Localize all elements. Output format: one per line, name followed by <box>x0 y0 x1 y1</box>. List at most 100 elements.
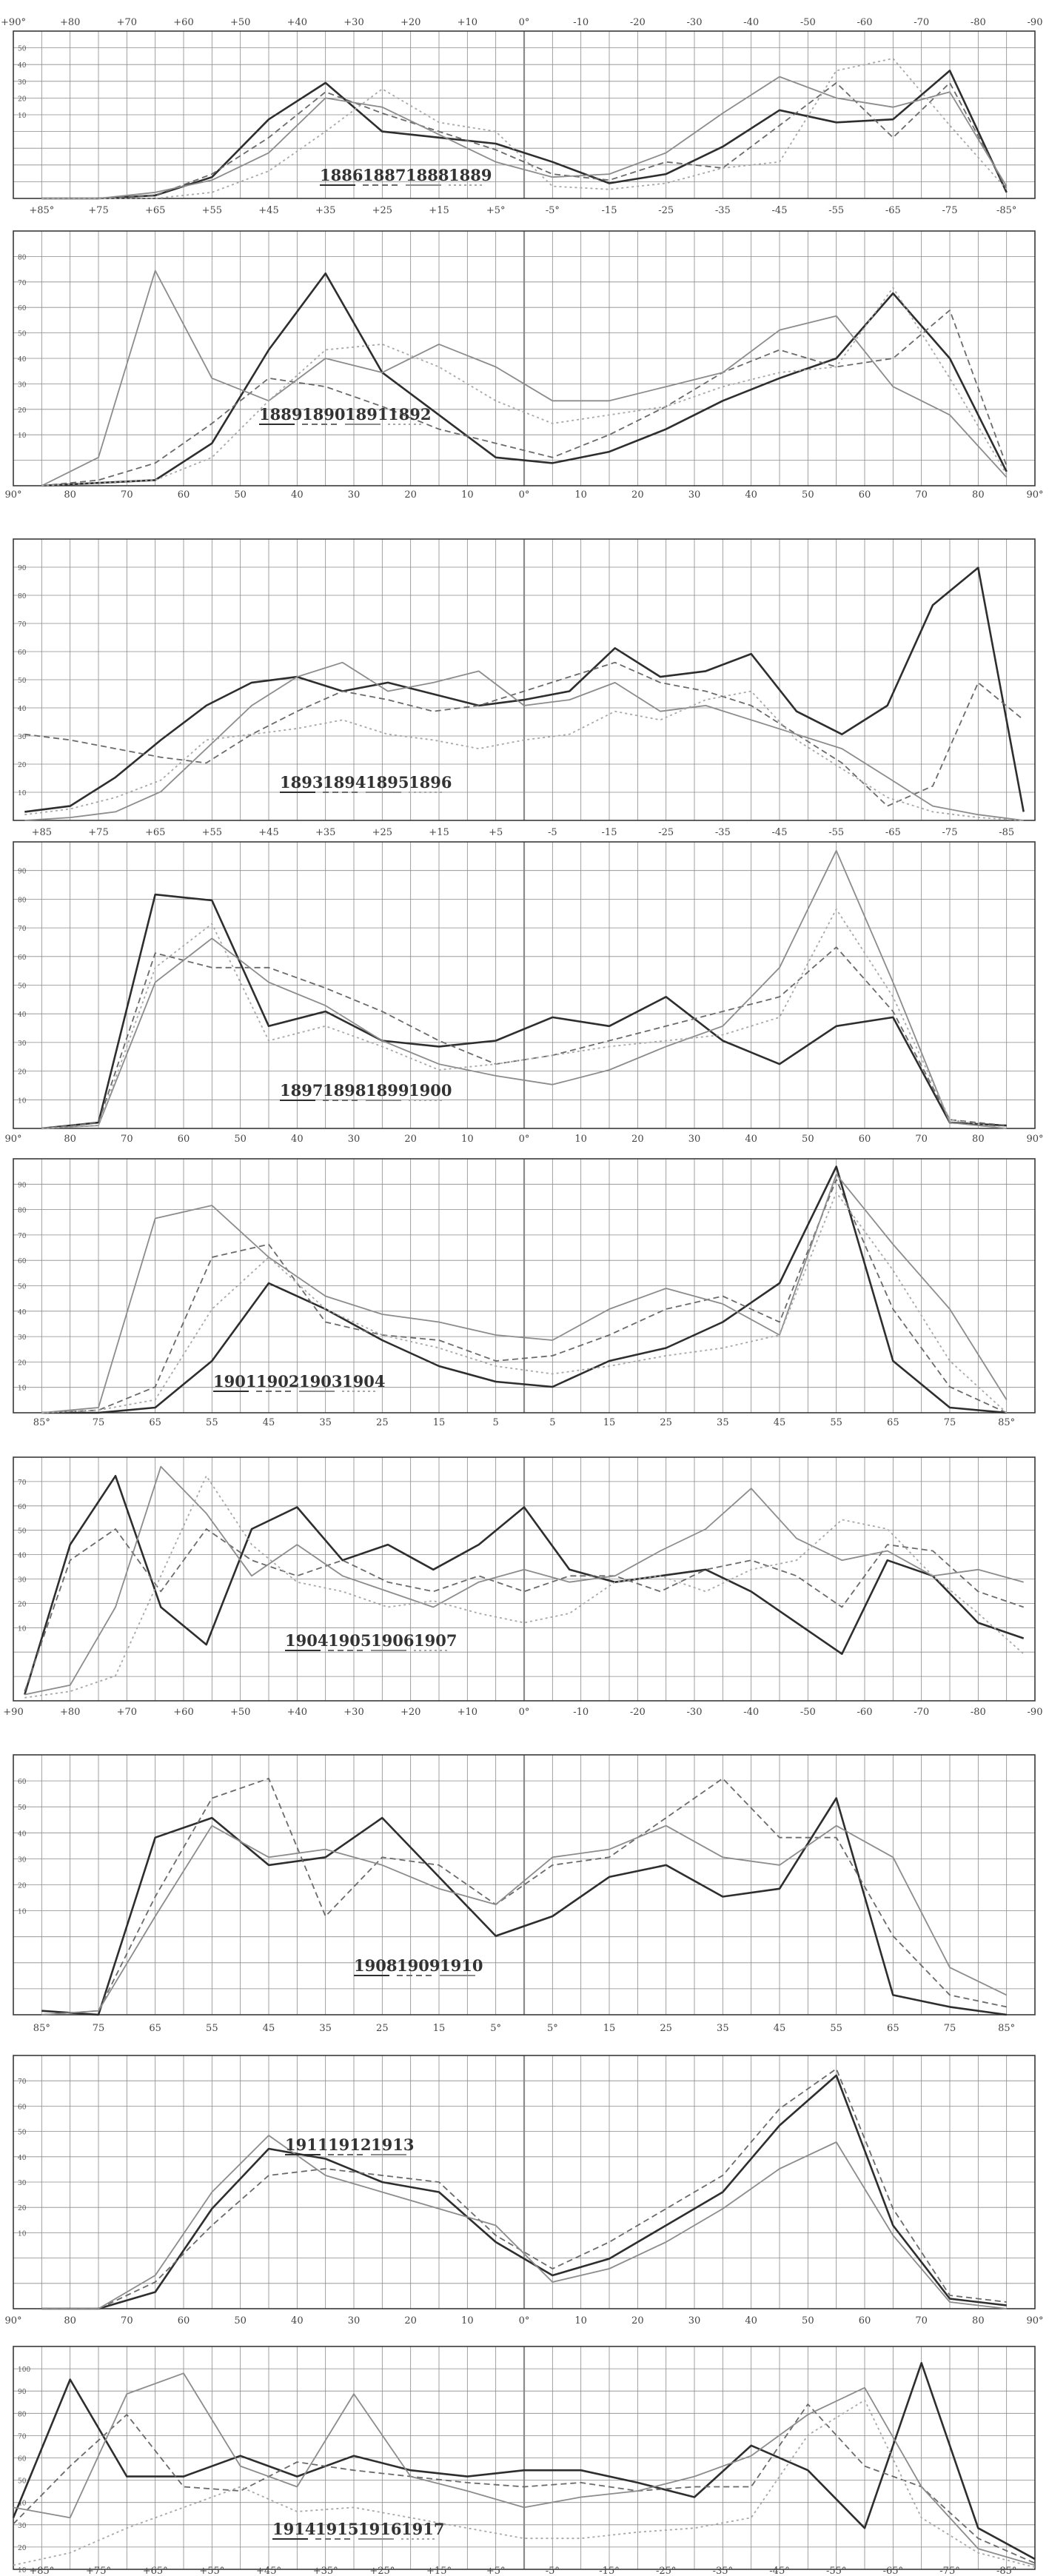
series-line-1893 <box>24 566 1025 813</box>
x-tick-label: +35 <box>315 827 335 838</box>
x-tick-label: 30 <box>348 2315 361 2326</box>
x-tick-label: 20 <box>404 1134 417 1145</box>
x-tick-label: +65 <box>145 827 165 838</box>
year-label-1911: 1911 <box>285 2135 328 2154</box>
x-tick-label: -15 <box>602 827 617 838</box>
x-tick-label: 85° <box>33 1417 50 1428</box>
y-tick-label: 40 <box>18 706 27 713</box>
x-tick-label: 10 <box>574 2315 587 2326</box>
x-tick-label: 50 <box>234 1134 247 1145</box>
x-tick-label: 55 <box>206 2023 218 2034</box>
x-tick-label: 45 <box>774 2023 786 2034</box>
panel-frame <box>13 230 1036 486</box>
year-label-1896: 1896 <box>409 773 452 792</box>
y-tick-label: 80 <box>18 2411 27 2418</box>
y-tick-label: 20 <box>18 1601 27 1608</box>
x-tick-label: 0° <box>519 1707 530 1718</box>
panel-frame <box>13 1456 1036 1702</box>
y-tick-label: 40 <box>18 2500 27 2508</box>
series-line-1890 <box>41 310 1008 486</box>
x-tick-label: 10 <box>461 2315 474 2326</box>
y-tick-label: 60 <box>18 954 27 962</box>
y-tick-label: 40 <box>18 1309 27 1317</box>
year-label-1895: 1895 <box>366 773 409 792</box>
year-label-1888: 1888 <box>406 166 449 184</box>
x-tick-label: -90 <box>1028 1707 1043 1718</box>
year-label-1890: 1890 <box>302 405 345 424</box>
y-tick-label: 50 <box>18 331 27 338</box>
panel-frame <box>13 1754 1036 2015</box>
x-tick-label: +5 <box>489 827 503 838</box>
x-tick-label: +85° <box>29 2566 54 2576</box>
x-tick-label: 20 <box>404 489 417 501</box>
panel-frame <box>13 2055 1036 2309</box>
chart-panel-3: 90 80 70 60 50 40 30 20 10 +85 +75 +65 +55 +45 +35 +25 +… <box>13 538 1036 838</box>
series-line-1898 <box>41 946 1007 1129</box>
x-tick-label: +75 <box>88 205 108 216</box>
x-tick-label: 85° <box>998 2023 1015 2034</box>
y-tick-label: 50 <box>18 1804 27 1812</box>
x-tick-label: 35 <box>319 1417 332 1428</box>
top-tick-label: -30 <box>687 17 703 28</box>
x-tick-label: -55 <box>828 205 844 216</box>
year-label-1887: 1887 <box>363 166 406 184</box>
top-tick-label: -50 <box>800 17 816 28</box>
x-tick-label: 70 <box>915 1134 928 1145</box>
chart-panel-1: 50 40 30 20 10 +85° +75 +65 +55 +45 +35 +25 +15 +5° -5… <box>1 17 1042 216</box>
x-tick-label: 40 <box>745 1134 757 1145</box>
series-line-1888 <box>41 76 1008 199</box>
series-line-1913 <box>41 2135 1007 2309</box>
y-tick-label: 80 <box>18 593 27 600</box>
x-tick-label: +70 <box>117 1707 137 1718</box>
x-tick-label: 55 <box>206 1417 218 1428</box>
top-tick-label: +30 <box>343 17 363 28</box>
y-tick-label: 70 <box>18 2433 27 2440</box>
x-tick-label: -20 <box>630 1707 646 1718</box>
y-tick-label: 60 <box>18 2456 27 2463</box>
x-tick-label: 60 <box>859 489 871 501</box>
x-tick-label: +90 <box>3 1707 23 1718</box>
x-tick-label: 60 <box>178 2315 190 2326</box>
x-tick-label: 70 <box>915 2315 928 2326</box>
x-tick-label: +45° <box>256 2566 281 2576</box>
y-tick-label: 80 <box>18 1208 27 1215</box>
y-tick-label: 10 <box>18 1625 27 1633</box>
chart-panel-8: 70 60 50 40 30 20 10 90° 80 70 60 50 40 30 20 10 0° 10 20 3… <box>4 2055 1044 2326</box>
y-tick-label: 10 <box>18 1097 27 1105</box>
y-tick-label: 30 <box>18 2523 27 2530</box>
y-tick-label: 20 <box>18 2545 27 2552</box>
x-tick-label: +5° <box>486 205 506 216</box>
y-tick-label: 70 <box>18 2078 27 2086</box>
x-tick-label: -5° <box>546 205 560 216</box>
series-line-1899 <box>41 849 1007 1129</box>
x-tick-label: 50 <box>234 2315 247 2326</box>
x-tick-label: -15 <box>602 205 617 216</box>
x-tick-label: 70 <box>121 1134 133 1145</box>
top-tick-label: +90° <box>1 17 26 28</box>
x-tick-label: 80 <box>972 489 985 501</box>
y-tick-label: 60 <box>18 1258 27 1265</box>
x-tick-label: -65° <box>883 2566 903 2576</box>
y-tick-label: 50 <box>18 46 27 53</box>
x-tick-label: 10 <box>574 489 587 501</box>
x-tick-label: 80 <box>972 1134 985 1145</box>
x-tick-label: -85 <box>999 827 1014 838</box>
x-tick-label: 90° <box>1026 2315 1043 2326</box>
y-tick-label: 40 <box>18 2155 27 2162</box>
year-label-1917: 1917 <box>401 2520 444 2538</box>
series-line-1896 <box>24 690 1024 821</box>
series-line-1892 <box>41 287 1008 486</box>
x-tick-label: +75° <box>86 2566 111 2576</box>
chart-panel-2: 80 70 60 50 40 30 20 10 90° 80 70 60 50 40 30 20 10 0° 10 2… <box>4 230 1044 501</box>
x-tick-label: 10 <box>461 1134 474 1145</box>
x-tick-label: 75 <box>944 1417 956 1428</box>
x-tick-label: -5° <box>546 2566 560 2576</box>
x-tick-label: -45 <box>772 205 788 216</box>
x-tick-label: 30 <box>348 1134 361 1145</box>
x-tick-label: 35 <box>717 2023 729 2034</box>
x-tick-label: 20 <box>404 2315 417 2326</box>
x-tick-label: -65 <box>885 827 901 838</box>
y-tick-label: 20 <box>18 2205 27 2212</box>
x-tick-label: 5 <box>493 1417 499 1428</box>
series-line-1905 <box>24 1528 1024 1692</box>
